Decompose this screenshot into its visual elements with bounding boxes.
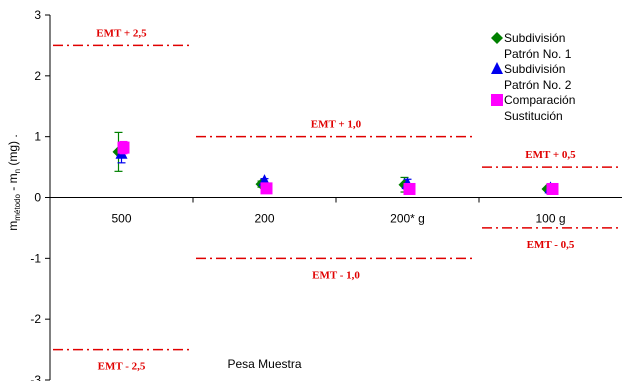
y-tick-label: 3 (34, 8, 41, 22)
data-points (112, 131, 559, 195)
x-tick-label: 200 (254, 212, 274, 226)
y-tick-label: 1 (34, 130, 41, 144)
axis-labels: Pesa Muestra mmétodo - mn (mg) . (6, 134, 302, 371)
limit-label: EMT + 2,5 (96, 27, 147, 39)
y-axis-label-part: m (6, 221, 20, 231)
legend-marker (491, 62, 503, 74)
legend-label: Comparación (504, 93, 575, 107)
data-point (403, 182, 416, 195)
data-point (546, 182, 559, 195)
limit-label: EMT + 1,0 (311, 119, 362, 131)
limit-label: EMT - 1,0 (312, 269, 360, 281)
y-tick-label: -2 (30, 312, 41, 326)
y-axis-label: mmétodo - mn (mg) . (6, 134, 22, 230)
limit-label: EMT + 0,5 (525, 149, 576, 161)
legend-label: Sustitución (504, 109, 563, 123)
y-axis-label-part: - m (6, 173, 20, 194)
y-axis-label-part: n (13, 169, 22, 173)
y-axis-label-part: método (13, 194, 22, 221)
y-tick-label: 0 (34, 191, 41, 205)
legend-label: Subdivisión (504, 31, 565, 45)
x-axis-label: Pesa Muestra (227, 357, 301, 371)
legend-marker (491, 94, 503, 106)
limit-label: EMT - 2,5 (98, 361, 146, 373)
y-tick-label: 2 (34, 69, 41, 83)
y-tick-label: -3 (30, 373, 41, 381)
data-point (260, 182, 273, 195)
limit-lines: EMT + 2,5 EMT - 2,5 EMT + 1,0 EMT - 1,0 EMT … (53, 27, 619, 373)
y-axis-label-part: (mg) . (6, 134, 20, 169)
data-point (117, 141, 130, 154)
y-tick-label: -1 (30, 251, 41, 265)
legend-label: Patrón No. 1 (504, 47, 572, 61)
limit-label: EMT - 0,5 (527, 239, 575, 251)
legend-label: Subdivisión (504, 62, 565, 76)
axes: 3 2 1 0 -1 -2 -3 500 200 200* g 100 g (30, 8, 622, 381)
x-tick-label: 200* g (390, 212, 425, 226)
legend-marker (491, 32, 503, 44)
legend-label: Patrón No. 2 (504, 78, 572, 92)
x-tick-label: 500 (111, 212, 131, 226)
x-tick-label: 100 g (535, 212, 565, 226)
